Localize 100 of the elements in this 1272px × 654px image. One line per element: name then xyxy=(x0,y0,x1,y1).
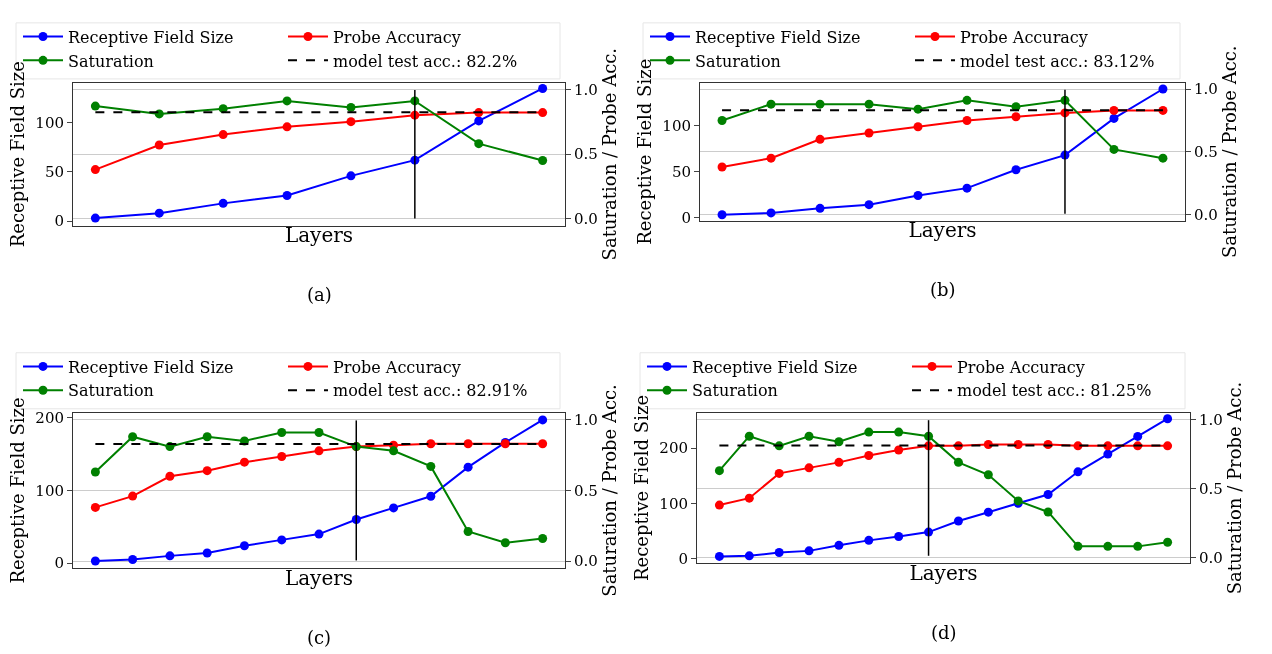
point xyxy=(314,446,324,456)
y2-tick-label: 0.5 xyxy=(1194,143,1218,162)
point xyxy=(983,507,993,517)
legend-label: Probe Accuracy xyxy=(960,27,1088,47)
point xyxy=(1109,113,1119,123)
y2-tick-label: 0.5 xyxy=(574,481,598,500)
point xyxy=(1133,431,1143,441)
point xyxy=(913,122,923,132)
legend-label: Receptive Field Size xyxy=(692,357,858,377)
legend-label: Receptive Field Size xyxy=(68,27,234,47)
point xyxy=(1158,153,1168,163)
point xyxy=(90,502,100,512)
point xyxy=(864,128,874,138)
point xyxy=(463,462,473,472)
point xyxy=(474,139,484,149)
y-axis-title: Receptive Field Size xyxy=(630,394,652,582)
point xyxy=(128,432,138,442)
point xyxy=(426,461,436,471)
point xyxy=(1163,441,1173,451)
point xyxy=(202,548,212,558)
point xyxy=(744,431,754,441)
point xyxy=(717,210,727,220)
point xyxy=(953,457,963,467)
y2-axis-title: Saturation / Probe Acc. xyxy=(598,384,620,597)
y-tick-label: 50 xyxy=(44,163,64,182)
point xyxy=(426,439,436,449)
point xyxy=(538,534,548,544)
legend-label: Saturation xyxy=(68,381,154,401)
y-axis-title: Receptive Field Size xyxy=(6,61,28,248)
text: (d) xyxy=(931,622,957,643)
point xyxy=(913,190,923,200)
point xyxy=(1163,537,1173,547)
point xyxy=(282,191,292,200)
x-axis-title: Layers xyxy=(908,218,977,243)
point xyxy=(962,115,972,125)
point xyxy=(474,116,484,126)
point xyxy=(983,470,993,480)
x-axis-title: Layers xyxy=(284,565,354,590)
point xyxy=(239,457,249,467)
y2-axis-title: Saturation / Probe Acc. xyxy=(1223,381,1245,595)
point xyxy=(962,95,972,105)
point xyxy=(717,115,727,125)
point xyxy=(864,427,874,437)
y2-tick-label: 0.0 xyxy=(574,210,598,229)
point xyxy=(90,467,100,477)
point xyxy=(1133,541,1143,551)
point xyxy=(834,540,844,550)
point xyxy=(500,538,510,548)
point xyxy=(864,99,874,109)
x-axis-title: Layers xyxy=(284,223,354,248)
y2-tick-label: 0.0 xyxy=(1194,205,1218,224)
y-axis-title: Receptive Field Size xyxy=(6,397,28,584)
point xyxy=(953,516,963,526)
y-tick-label: 200 xyxy=(35,408,64,427)
point xyxy=(165,551,175,561)
y2-tick-label: 1.0 xyxy=(574,410,598,429)
point xyxy=(815,134,825,144)
point xyxy=(218,130,228,140)
point xyxy=(426,491,436,501)
point xyxy=(714,466,724,476)
y2-axis-title: Saturation / Probe Acc. xyxy=(598,47,620,261)
legend-label: Probe Accuracy xyxy=(333,27,461,47)
point xyxy=(165,471,175,481)
y-axis-title: Receptive Field Size xyxy=(633,58,655,245)
point xyxy=(1158,84,1168,94)
legend-label: model test acc.: 82.2% xyxy=(333,51,518,71)
point xyxy=(864,200,874,210)
text: (b) xyxy=(930,279,956,300)
point xyxy=(717,162,727,172)
point xyxy=(962,183,972,193)
y-tick-label: 0 xyxy=(54,212,64,231)
point xyxy=(714,551,724,561)
point xyxy=(538,415,548,425)
point xyxy=(1103,449,1113,459)
point xyxy=(714,500,724,510)
y2-tick-label: 1.0 xyxy=(1194,80,1218,99)
point xyxy=(538,439,548,449)
point xyxy=(804,431,814,441)
point xyxy=(314,427,324,437)
point xyxy=(834,437,844,447)
legend-label: Probe Accuracy xyxy=(957,357,1085,377)
point xyxy=(744,493,754,503)
point xyxy=(804,546,814,556)
x-axis-title: Layers xyxy=(909,560,978,585)
point xyxy=(1109,105,1119,115)
y-tick-label: 0 xyxy=(678,549,688,568)
y-tick-label: 100 xyxy=(35,481,64,500)
legend-label: model test acc.: 81.25% xyxy=(957,381,1152,401)
point xyxy=(346,171,356,181)
point xyxy=(1013,439,1023,449)
y2-tick-label: 0.5 xyxy=(1199,479,1223,498)
point xyxy=(538,83,548,93)
point xyxy=(277,452,287,461)
point xyxy=(1043,507,1053,517)
y2-tick-label: 0.0 xyxy=(574,552,598,571)
point xyxy=(1073,467,1083,477)
point xyxy=(864,535,874,545)
legend-label: Receptive Field Size xyxy=(695,27,861,47)
point xyxy=(1043,489,1053,499)
legend-label: Probe Accuracy xyxy=(333,357,461,377)
